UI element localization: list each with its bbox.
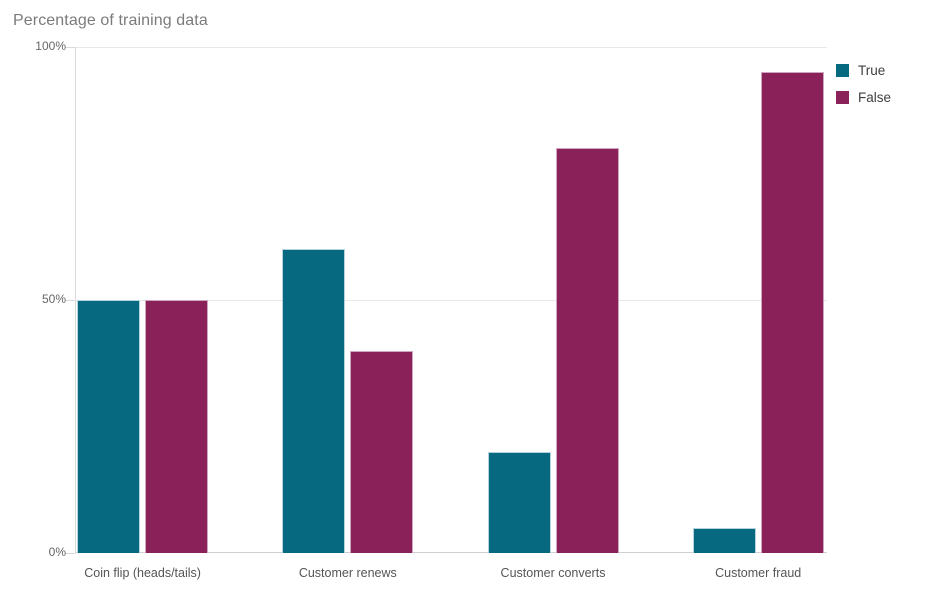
- legend-swatch-icon: [836, 91, 849, 104]
- legend-item-false[interactable]: False: [836, 90, 891, 105]
- gridline-50%: [75, 300, 827, 301]
- plot-area: [65, 47, 827, 554]
- y-tick-mark: [65, 47, 75, 48]
- x-axis-label: Customer renews: [298, 566, 397, 580]
- y-tick-mark: [65, 300, 75, 301]
- y-axis-tick-label: 100%: [35, 39, 66, 53]
- legend-swatch-icon: [836, 64, 849, 77]
- y-axis-line: [75, 47, 76, 553]
- gridline-100%: [75, 47, 827, 48]
- legend-label: True: [858, 63, 886, 78]
- bar-false-2[interactable]: [350, 350, 414, 553]
- bar-false-4[interactable]: [760, 72, 824, 553]
- legend-label: False: [858, 90, 892, 105]
- bar-true-2[interactable]: [282, 249, 346, 553]
- y-tick-mark: [65, 553, 75, 554]
- bar-true-4[interactable]: [692, 527, 756, 553]
- x-axis-label: Customer converts: [500, 566, 606, 580]
- x-axis-label: Customer fraud: [715, 566, 802, 580]
- chart-title: Percentage of training data: [13, 12, 208, 29]
- bar-false-3[interactable]: [555, 148, 619, 553]
- legend: True False: [836, 63, 891, 105]
- bar-false-1[interactable]: [145, 300, 209, 553]
- x-axis-label: Coin flip (heads/tails): [84, 566, 201, 580]
- legend-item-true[interactable]: True: [836, 63, 891, 78]
- y-axis-tick-label: 50%: [41, 292, 66, 306]
- y-axis-tick-label: 0%: [48, 545, 66, 559]
- bar-true-1[interactable]: [77, 300, 141, 553]
- x-axis-line: [75, 552, 827, 553]
- bar-true-3[interactable]: [487, 451, 551, 553]
